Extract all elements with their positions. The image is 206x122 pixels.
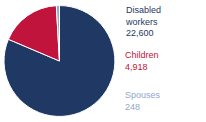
svg-text:Children4,918: Children4,918: [125, 50, 159, 72]
svg-text:Disabledworkers22,600: Disabledworkers22,600: [125, 5, 161, 38]
svg-text:Spouses248: Spouses248: [125, 90, 161, 112]
